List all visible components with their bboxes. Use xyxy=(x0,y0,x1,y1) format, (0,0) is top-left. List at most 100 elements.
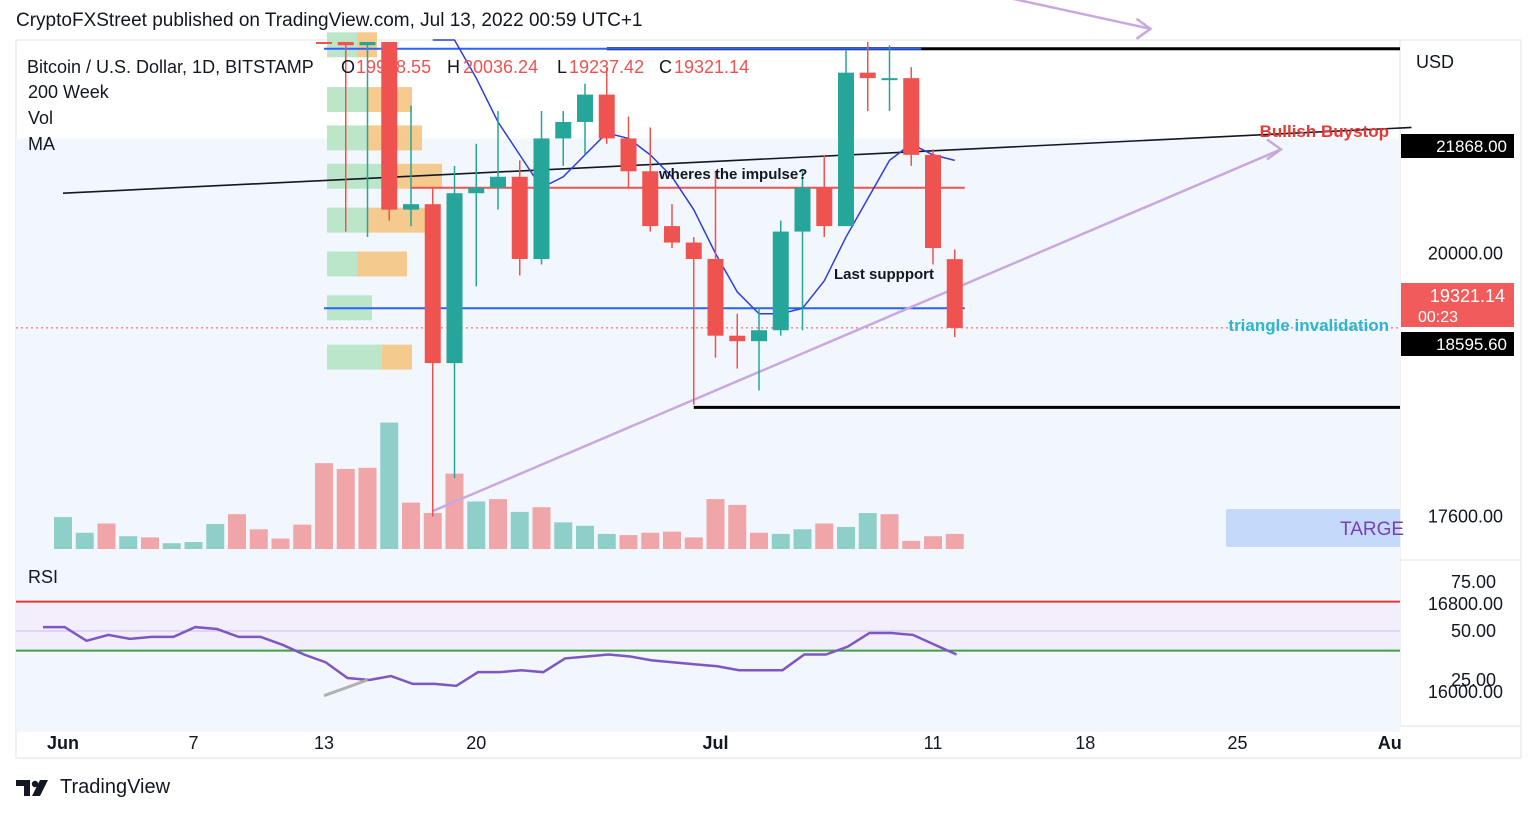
volume-bar xyxy=(271,538,290,549)
currency-label: USD xyxy=(1416,52,1454,72)
legend-high-value: 20036.24 xyxy=(463,57,538,77)
candle-body xyxy=(816,187,833,227)
volume-bar xyxy=(641,532,660,549)
time-tick-label: Jul xyxy=(702,733,728,753)
candle-body xyxy=(598,94,615,139)
candle-body xyxy=(620,138,637,172)
triangle-lower-arrowhead xyxy=(1266,138,1284,161)
indicator-200-week: 200 Week xyxy=(28,82,110,102)
volume-bar xyxy=(771,533,790,549)
volume-profile-up xyxy=(327,344,382,370)
legend-high-label: H xyxy=(447,57,460,77)
publisher-header: CryptoFXStreet published on TradingView.… xyxy=(16,10,643,31)
candle-body xyxy=(381,42,398,210)
candle-countdown: 00:23 xyxy=(1418,309,1458,326)
target-label: TARGE xyxy=(1340,519,1404,540)
triangle-upper-arrowhead xyxy=(1135,17,1153,40)
volume-bar xyxy=(793,529,812,549)
volume-bar xyxy=(880,514,899,549)
volume-bar xyxy=(684,537,703,549)
price-tick-label: 20000.00 xyxy=(1428,244,1503,264)
candle-body xyxy=(729,335,746,342)
volume-bar xyxy=(815,523,834,549)
candle-body xyxy=(424,204,441,364)
volume-bar xyxy=(858,513,877,549)
price-tick-label: 16800.00 xyxy=(1428,594,1503,614)
volume-bar xyxy=(75,532,94,549)
candle-body xyxy=(359,42,376,46)
volume-bar xyxy=(706,499,725,549)
volume-bar xyxy=(206,524,225,549)
time-tick-label: 25 xyxy=(1227,733,1247,753)
candle-body xyxy=(642,171,659,227)
legend-low-label: L xyxy=(557,57,567,77)
volume-bar xyxy=(576,525,594,549)
volume-bar xyxy=(119,536,138,549)
invalidation-price-tag xyxy=(1401,332,1514,356)
triangle-invalidation-annotation: triangle invalidation xyxy=(1228,316,1389,335)
legend-close-label: C xyxy=(659,57,672,77)
volume-bar xyxy=(924,536,942,549)
volume-profile-down xyxy=(367,207,432,233)
volume-profile-down xyxy=(357,251,407,277)
time-tick-label: 18 xyxy=(1075,733,1095,753)
candle-body xyxy=(555,121,572,139)
candle-body xyxy=(446,193,463,364)
volume-bar xyxy=(663,531,681,549)
volume-bar xyxy=(554,522,573,549)
volume-bar xyxy=(619,535,638,549)
rsi-divergence-line xyxy=(323,678,369,698)
target-zone xyxy=(1226,509,1400,547)
volume-bar xyxy=(728,504,747,549)
legend-open-value: 19948.55 xyxy=(356,57,431,77)
volume-bar xyxy=(945,533,964,549)
impulse-annotation: wheres the impulse? xyxy=(658,166,807,183)
price-tick-label: 16000.00 xyxy=(1428,682,1503,702)
invalidation-price-value: 18595.60 xyxy=(1436,335,1507,354)
volume-bar xyxy=(54,517,72,549)
volume-bar xyxy=(380,422,399,549)
volume-bar xyxy=(489,499,507,549)
legend-low-value: 19237.42 xyxy=(569,57,644,77)
time-tick-label: 13 xyxy=(314,733,334,753)
time-tick-label: 20 xyxy=(466,733,486,753)
candle-body xyxy=(859,72,876,79)
buystop-price-tag xyxy=(1401,134,1514,158)
time-tick-label: 11 xyxy=(924,733,943,753)
legend-close-value: 19321.14 xyxy=(674,57,749,77)
indicator-vol: Vol xyxy=(28,108,53,128)
volume-bar xyxy=(249,529,268,549)
volume-bar xyxy=(423,513,442,549)
candle-body xyxy=(468,187,485,194)
candle-body xyxy=(664,226,680,243)
tradingview-footer[interactable]: TradingView xyxy=(16,776,170,799)
volume-bar xyxy=(902,540,921,549)
rsi-band-fill xyxy=(16,601,1400,651)
candle-body xyxy=(772,231,789,331)
rsi-label: RSI xyxy=(28,567,58,587)
volume-bar xyxy=(184,542,203,549)
candle-body xyxy=(794,187,811,232)
candle-body xyxy=(903,78,920,155)
volume-bar xyxy=(445,473,464,549)
rsi-tick-label: 50.00 xyxy=(1451,621,1496,641)
candle-body xyxy=(577,94,593,122)
price-tick-label: 17600.00 xyxy=(1428,507,1503,527)
volume-bar xyxy=(97,523,116,549)
volume-bar xyxy=(467,501,486,549)
candle-body xyxy=(511,176,528,259)
ema-line xyxy=(432,39,955,315)
candle-body xyxy=(881,78,898,81)
triangle-upper xyxy=(1012,0,1151,31)
symbol-title: Bitcoin / U.S. Dollar, 1D, BITSTAMP xyxy=(27,57,314,77)
volume-bar xyxy=(597,533,616,549)
time-tick-label: 7 xyxy=(188,733,198,753)
volume-bar xyxy=(510,511,529,549)
candle-body xyxy=(337,42,354,46)
candle-body xyxy=(685,242,702,259)
time-tick-label: Jun xyxy=(47,733,79,753)
volume-bar xyxy=(837,526,855,549)
candle-body xyxy=(946,259,963,328)
candle-body xyxy=(316,42,332,44)
